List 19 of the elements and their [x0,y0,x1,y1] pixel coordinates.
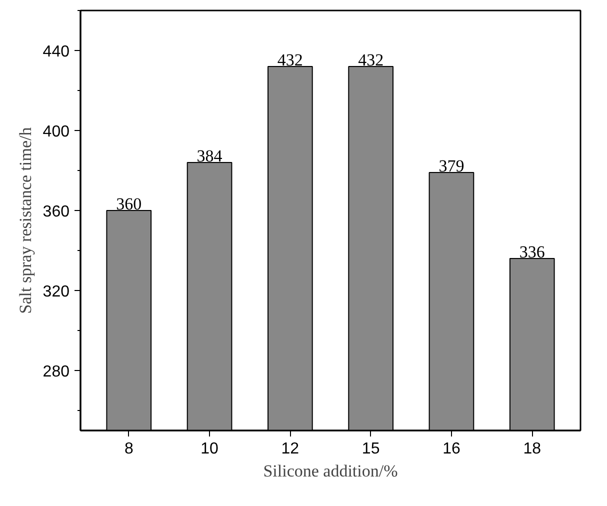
x-tick-label: 12 [281,440,300,458]
y-axis-title: Salt spray resistance time/h [16,126,35,314]
x-tick-label: 8 [124,440,134,458]
data-label: 432 [277,50,303,70]
y-tick-label: 360 [42,204,70,220]
x-tick-label: 18 [523,440,542,458]
data-label: 384 [196,146,223,166]
data-label: 360 [116,194,142,214]
data-label: 336 [519,242,545,262]
x-tick-label: 16 [442,440,460,458]
y-tick-label: 400 [42,124,70,140]
data-label: 432 [358,50,384,70]
x-tick-label: 15 [362,440,380,458]
y-tick-label: 440 [42,44,70,60]
y-tick-label: 320 [42,284,70,300]
x-tick-label: 10 [200,440,219,458]
data-label: 379 [438,156,464,176]
x-axis-title: Silicone addition/% [263,462,398,480]
y-tick-label: 280 [42,364,70,380]
